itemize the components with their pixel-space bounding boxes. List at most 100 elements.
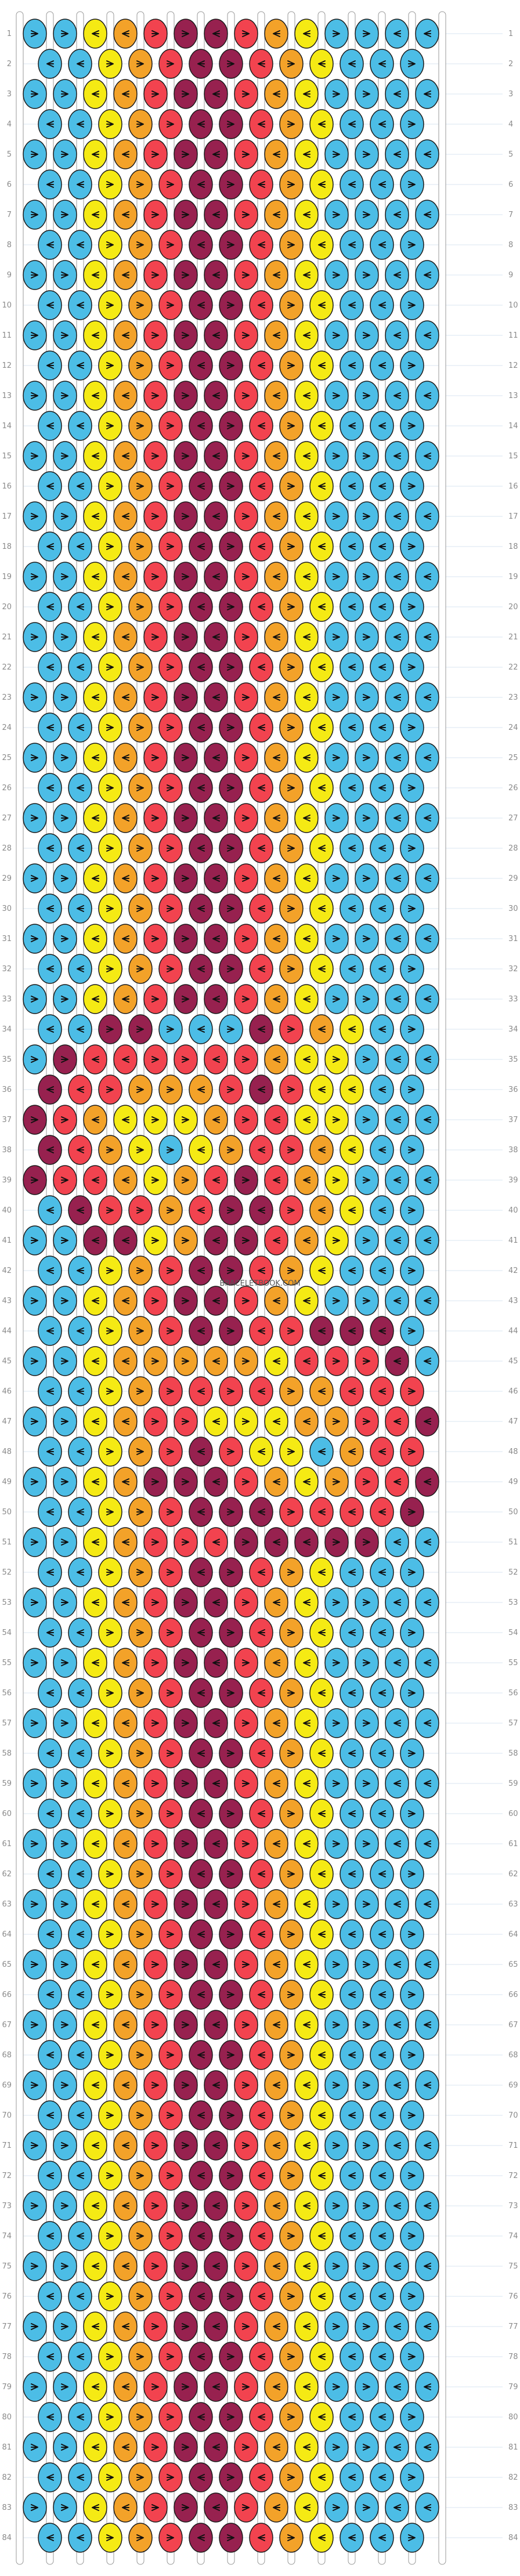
knot bbox=[174, 200, 198, 230]
knot bbox=[294, 320, 319, 350]
knot bbox=[53, 984, 77, 1014]
knot bbox=[234, 1105, 258, 1135]
row-number-right: 1 bbox=[508, 30, 513, 38]
arrow-left-icon bbox=[273, 1961, 280, 1968]
knot bbox=[370, 2281, 394, 2311]
knot bbox=[68, 49, 92, 79]
arrow-right-icon bbox=[182, 30, 189, 37]
arrow-left-icon bbox=[122, 1901, 129, 1908]
knot bbox=[53, 1648, 77, 1678]
knot bbox=[113, 562, 138, 592]
row-number-right: 36 bbox=[508, 1086, 518, 1094]
knot bbox=[249, 1256, 273, 1286]
knot bbox=[309, 2523, 334, 2553]
arrow-left-icon bbox=[273, 1539, 280, 1546]
row-number-left: 18 bbox=[2, 542, 12, 551]
knot bbox=[370, 1557, 394, 1587]
arrow-right-icon bbox=[61, 2082, 68, 2089]
arrow-right-icon bbox=[408, 2474, 416, 2481]
arrow-left-icon bbox=[348, 1026, 356, 1033]
arrow-right-icon bbox=[31, 815, 38, 822]
arrow-right-icon bbox=[408, 2112, 416, 2119]
knot bbox=[249, 169, 273, 200]
knot bbox=[38, 2100, 62, 2130]
knot bbox=[68, 2221, 92, 2251]
arrow-right-icon bbox=[182, 513, 189, 520]
arrow-left-icon bbox=[258, 1750, 265, 1757]
arrow-left-icon bbox=[46, 2353, 54, 2360]
knot bbox=[38, 1256, 62, 1286]
knot bbox=[400, 1497, 424, 1527]
knot bbox=[355, 1949, 379, 1980]
row-number-right: 28 bbox=[508, 844, 518, 853]
knot bbox=[68, 712, 92, 743]
knot bbox=[158, 1738, 183, 1768]
arrow-right-icon bbox=[31, 1599, 38, 1606]
arrow-left-icon bbox=[393, 1840, 401, 1847]
arrow-left-icon bbox=[273, 2082, 280, 2089]
knot bbox=[204, 1768, 228, 1799]
string-strand bbox=[16, 11, 24, 2565]
arrow-right-icon bbox=[106, 2474, 114, 2481]
row-number-right: 48 bbox=[508, 1448, 518, 1456]
knot bbox=[264, 1225, 288, 1256]
knot bbox=[279, 531, 304, 562]
arrow-right-icon bbox=[182, 2444, 189, 2451]
arrow-right-icon bbox=[287, 1871, 295, 1877]
knot bbox=[189, 411, 213, 441]
knot bbox=[83, 2432, 107, 2462]
knot bbox=[294, 1829, 319, 1859]
knot bbox=[204, 1587, 228, 1618]
arrow-right-icon bbox=[287, 1388, 295, 1395]
row-number-right: 82 bbox=[508, 2473, 518, 2482]
arrow-right-icon bbox=[363, 1418, 370, 1425]
arrow-left-icon bbox=[348, 1327, 356, 1334]
knot bbox=[23, 1527, 47, 1557]
arrow-left-icon bbox=[258, 362, 265, 369]
arrow-right-icon bbox=[363, 2082, 370, 2089]
arrow-left-icon bbox=[77, 2112, 84, 2119]
arrow-right-icon bbox=[31, 1116, 38, 1123]
knot bbox=[415, 1587, 439, 1618]
arrow-left-icon bbox=[303, 1297, 310, 1304]
knot bbox=[68, 1256, 92, 1286]
knot bbox=[189, 1497, 213, 1527]
knot bbox=[294, 863, 319, 893]
knot bbox=[158, 471, 183, 501]
knot bbox=[53, 1165, 77, 1195]
knot bbox=[309, 1014, 334, 1044]
knot bbox=[113, 803, 138, 833]
knot bbox=[23, 1889, 47, 1919]
arrow-right-icon bbox=[136, 1508, 144, 1515]
knot bbox=[294, 2191, 319, 2221]
knot bbox=[189, 1014, 213, 1044]
arrow-right-icon bbox=[61, 875, 68, 882]
arrow-left-icon bbox=[197, 1750, 205, 1757]
knot bbox=[219, 833, 243, 863]
arrow-right-icon bbox=[136, 1448, 144, 1455]
arrow-left-icon bbox=[318, 1931, 326, 1938]
row-number-left: 30 bbox=[2, 905, 12, 913]
knot bbox=[113, 924, 138, 954]
row-number-left: 83 bbox=[2, 2503, 12, 2512]
arrow-left-icon bbox=[378, 1689, 386, 1696]
knot bbox=[143, 682, 168, 712]
knot bbox=[53, 803, 77, 833]
arrow-left-icon bbox=[348, 1991, 356, 1998]
knot bbox=[234, 2010, 258, 2040]
arrow-left-icon bbox=[92, 1780, 99, 1787]
knot bbox=[294, 984, 319, 1014]
arrow-right-icon bbox=[287, 2052, 295, 2058]
knot bbox=[234, 1286, 258, 1316]
knot bbox=[38, 2402, 62, 2432]
arrow-right-icon bbox=[287, 724, 295, 731]
row-number-right: 72 bbox=[508, 2172, 518, 2180]
arrow-right-icon bbox=[182, 1780, 189, 1787]
knot bbox=[98, 230, 122, 260]
arrow-left-icon bbox=[378, 422, 386, 429]
knot bbox=[53, 2251, 77, 2281]
row-number-right: 6 bbox=[508, 180, 513, 189]
arrow-right-icon bbox=[287, 1750, 295, 1757]
arrow-left-icon bbox=[46, 1146, 54, 1153]
knot bbox=[294, 803, 319, 833]
